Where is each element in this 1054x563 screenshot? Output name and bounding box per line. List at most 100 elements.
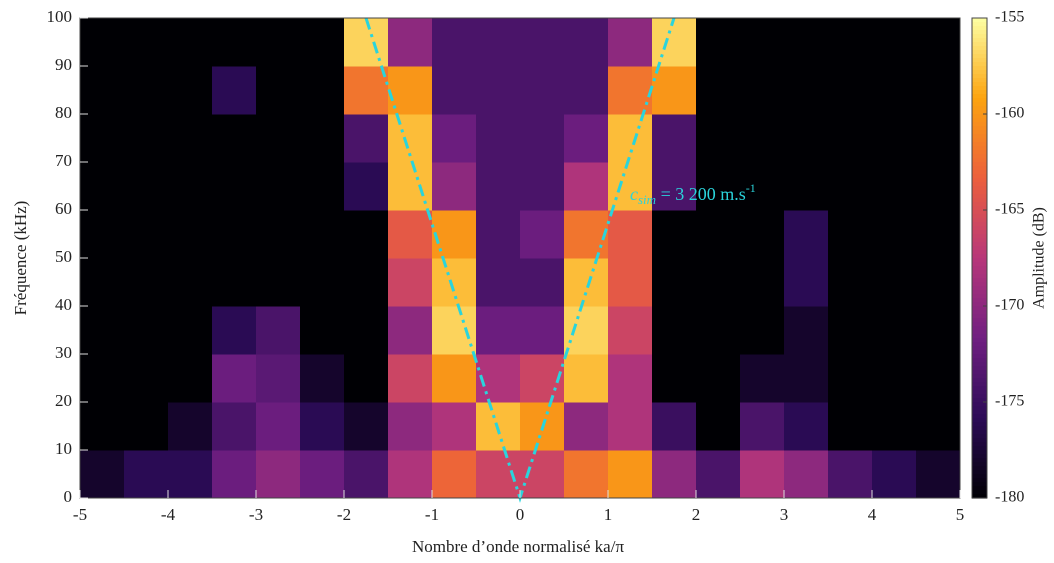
colorbar-segment xyxy=(972,194,987,199)
heatmap-cell xyxy=(168,306,213,355)
heatmap-cell xyxy=(300,18,345,67)
colorbar-tick-label: -180 xyxy=(995,489,1024,506)
colorbar-segment xyxy=(972,254,987,259)
heatmap-cell xyxy=(784,258,829,307)
heatmap-cell xyxy=(652,210,697,259)
heatmap-cell xyxy=(124,354,169,403)
heatmap-cell xyxy=(344,210,389,259)
heatmap-cell xyxy=(652,306,697,355)
heatmap-cell xyxy=(344,258,389,307)
colorbar-segment xyxy=(972,262,987,267)
colorbar-segment xyxy=(972,306,987,311)
heatmap-cell xyxy=(300,210,345,259)
heatmap-cell xyxy=(80,162,125,211)
colorbar-frame xyxy=(971,17,988,499)
colorbar-segment xyxy=(972,362,987,367)
heatmap-cell xyxy=(828,18,873,67)
colorbar-segment xyxy=(972,434,987,439)
heatmap-cell xyxy=(608,402,653,451)
colorbar-segment xyxy=(972,418,987,423)
heatmap-cell xyxy=(564,306,609,355)
colorbar-segment xyxy=(972,274,987,279)
heatmap-cell xyxy=(300,162,345,211)
colorbar-segment xyxy=(972,162,987,167)
heatmap-cell xyxy=(608,450,653,499)
heatmap-cell xyxy=(652,402,697,451)
heatmap-cell xyxy=(828,66,873,115)
heatmap-cell xyxy=(388,18,433,67)
colorbar-segment xyxy=(972,494,987,499)
heatmap-cell xyxy=(740,66,785,115)
heatmap-cell xyxy=(696,402,741,451)
colorbar-segment xyxy=(972,454,987,459)
heatmap-cell xyxy=(388,402,433,451)
colorbar-segment xyxy=(972,58,987,63)
colorbar-segment xyxy=(972,42,987,47)
heatmap-cell xyxy=(828,402,873,451)
y-tick-label: 10 xyxy=(55,439,72,458)
y-tick-label: 30 xyxy=(55,343,72,362)
heatmap-cell xyxy=(168,66,213,115)
colorbar-segment xyxy=(972,266,987,271)
heatmap-cell xyxy=(80,210,125,259)
heatmap-cell xyxy=(652,162,697,211)
x-tick-label: -2 xyxy=(337,505,351,524)
heatmap-cell xyxy=(652,450,697,499)
colorbar-segment xyxy=(972,422,987,427)
heatmap-cell xyxy=(300,450,345,499)
heatmap-cell xyxy=(740,402,785,451)
heatmap-cell xyxy=(476,162,521,211)
annotation-text: = 3 200 m.s xyxy=(656,184,746,204)
colorbar-segment xyxy=(972,442,987,447)
x-tick-label: 5 xyxy=(956,505,965,524)
heatmap-cell xyxy=(916,258,961,307)
heatmap-cell xyxy=(256,450,301,499)
heatmap-cell xyxy=(916,18,961,67)
heatmap-cell xyxy=(564,450,609,499)
colorbar-segment xyxy=(972,282,987,287)
colorbar-segment xyxy=(972,26,987,31)
heatmap-cell xyxy=(608,114,653,163)
heatmap-cell xyxy=(740,258,785,307)
heatmap-cell xyxy=(520,114,565,163)
colorbar-segment xyxy=(972,322,987,327)
heatmap-cell xyxy=(344,354,389,403)
heatmap-cell xyxy=(740,450,785,499)
heatmap-cell xyxy=(916,306,961,355)
heatmap-cell xyxy=(476,258,521,307)
colorbar-segment xyxy=(972,114,987,119)
colorbar-segment xyxy=(972,214,987,219)
heatmap-cell xyxy=(828,306,873,355)
heatmap-cell xyxy=(872,258,917,307)
heatmap-cell xyxy=(80,66,125,115)
heatmap-cell xyxy=(564,66,609,115)
x-tick-label: -5 xyxy=(73,505,87,524)
colorbar-segment xyxy=(972,86,987,91)
heatmap-cell xyxy=(740,114,785,163)
colorbar-segment xyxy=(972,310,987,315)
colorbar-segment xyxy=(972,466,987,471)
heatmap-cell xyxy=(608,18,653,67)
heatmap-cell xyxy=(256,354,301,403)
colorbar-segment xyxy=(972,398,987,403)
colorbar-segment xyxy=(972,94,987,99)
colorbar-segment xyxy=(972,326,987,331)
heatmap-cell xyxy=(784,114,829,163)
heatmap-cell xyxy=(564,162,609,211)
heatmap-cell xyxy=(828,210,873,259)
x-tick-label: -3 xyxy=(249,505,263,524)
heatmap-cell xyxy=(740,162,785,211)
heatmap-cell xyxy=(476,354,521,403)
colorbar-segment xyxy=(972,402,987,407)
heatmap-cell xyxy=(784,162,829,211)
heatmap-cell xyxy=(432,66,477,115)
colorbar-segment xyxy=(972,234,987,239)
heatmap-cell xyxy=(344,114,389,163)
colorbar-segment xyxy=(972,286,987,291)
heatmap-cell xyxy=(432,18,477,67)
heatmap-cell xyxy=(872,402,917,451)
heatmap-cell xyxy=(872,450,917,499)
heatmap-cell xyxy=(124,162,169,211)
colorbar-segment xyxy=(972,462,987,467)
